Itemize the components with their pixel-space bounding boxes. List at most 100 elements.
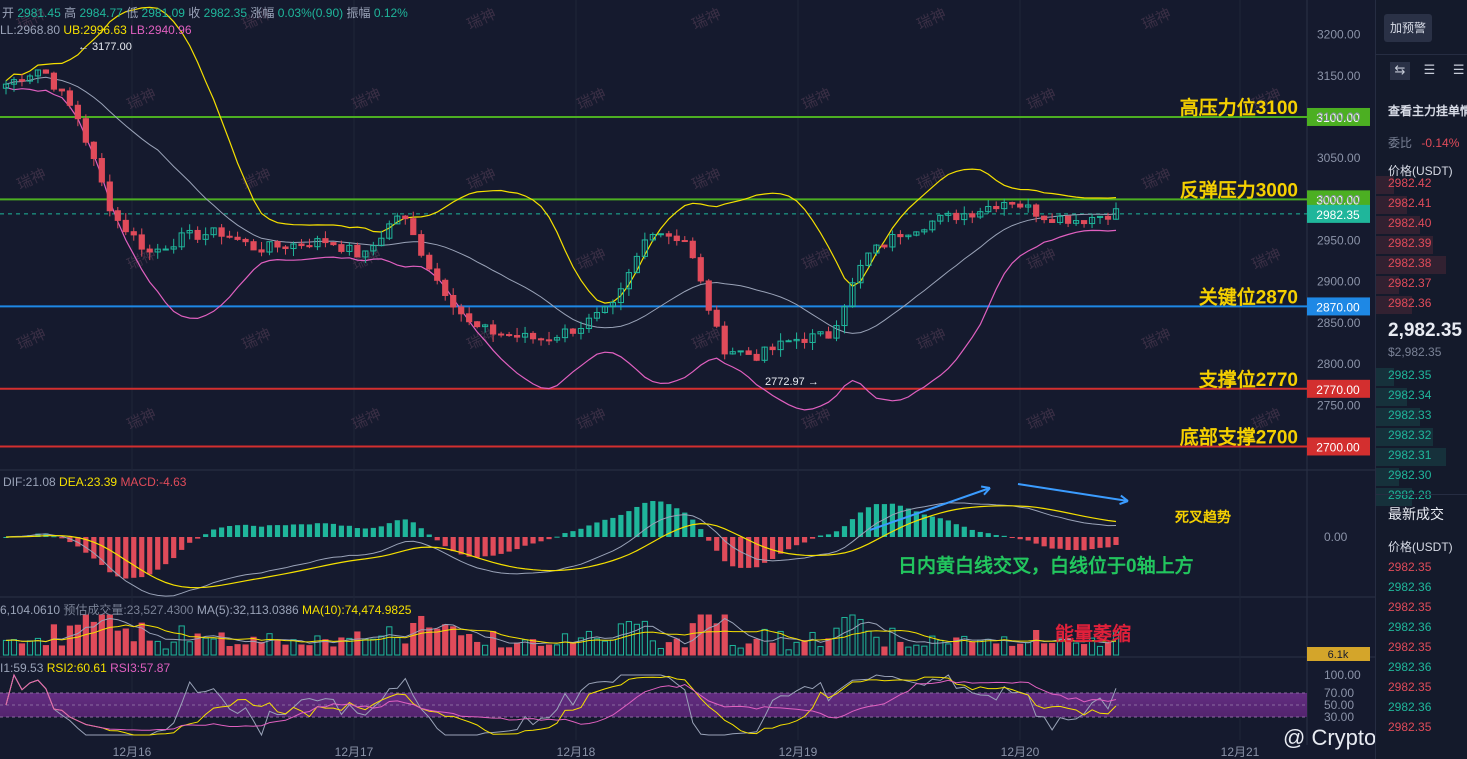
bid-price[interactable]: 2982.35 bbox=[1388, 368, 1432, 382]
bid-price[interactable]: 2982.30 bbox=[1388, 468, 1432, 482]
candle-body bbox=[793, 338, 800, 342]
candle-body bbox=[721, 325, 728, 355]
high-label: 高 bbox=[64, 6, 77, 20]
volume-bar bbox=[681, 647, 688, 656]
candle-body bbox=[921, 229, 928, 233]
volume-bar bbox=[178, 625, 185, 656]
level-price-tag bbox=[1307, 297, 1370, 316]
volume-bar bbox=[545, 644, 553, 656]
bid-price[interactable]: 2982.28 bbox=[1388, 488, 1432, 502]
volume-bar bbox=[298, 644, 305, 656]
volume-bar bbox=[1112, 631, 1120, 656]
macd-dea-line bbox=[5, 505, 1117, 589]
ask-price[interactable]: 2982.41 bbox=[1388, 196, 1432, 210]
trades-tab[interactable]: 最新成交 bbox=[1388, 506, 1444, 522]
candle-body bbox=[937, 214, 944, 222]
candle-body bbox=[905, 234, 912, 238]
macd-bar bbox=[666, 504, 672, 537]
asks-only-icon[interactable]: ☰ bbox=[1452, 62, 1465, 77]
candle-body bbox=[66, 90, 73, 106]
volume-bar bbox=[873, 636, 880, 656]
candle-body bbox=[985, 206, 992, 213]
macd-bar bbox=[306, 524, 313, 537]
candle-body bbox=[729, 351, 736, 355]
volume-bar bbox=[689, 623, 696, 656]
volume-bar bbox=[553, 644, 561, 656]
candle-body bbox=[1025, 204, 1032, 208]
watermark-text: 瑞神 bbox=[915, 6, 949, 34]
level-price-tag bbox=[1307, 190, 1370, 209]
candle-body bbox=[138, 234, 145, 250]
macd-bar bbox=[985, 533, 991, 537]
watermark-text: 瑞神 bbox=[690, 6, 724, 34]
volume-bar bbox=[921, 645, 928, 656]
ask-price[interactable]: 2982.42 bbox=[1388, 176, 1432, 190]
candle-body bbox=[162, 248, 169, 251]
level-name: 支撑位2770 bbox=[1198, 368, 1298, 391]
watermark-text: 瑞神 bbox=[350, 86, 384, 114]
macd-bar bbox=[977, 531, 983, 537]
volume-bar bbox=[793, 641, 800, 656]
ask-price[interactable]: 2982.39 bbox=[1388, 236, 1432, 250]
trade-price: 2982.36 bbox=[1388, 660, 1432, 674]
boll-lb: LB:2940.96 bbox=[130, 23, 192, 37]
volume-bar bbox=[442, 624, 449, 656]
candle-body bbox=[466, 313, 473, 323]
macd-bar bbox=[474, 537, 480, 558]
candle-body bbox=[1001, 202, 1008, 210]
bid-price[interactable]: 2982.33 bbox=[1388, 408, 1432, 422]
depth-link[interactable]: 查看主力挂单情 bbox=[1388, 104, 1467, 118]
macd-bar bbox=[921, 514, 927, 537]
volume-bar bbox=[1025, 642, 1032, 656]
candle-body bbox=[130, 231, 137, 236]
volume-bar bbox=[474, 641, 481, 656]
volume-bar bbox=[250, 636, 257, 656]
candle-body bbox=[809, 333, 816, 343]
high-marker: ← 3177.00 bbox=[78, 41, 132, 53]
macd-bar bbox=[650, 501, 656, 537]
macd-bar bbox=[266, 525, 273, 537]
macd-bar bbox=[75, 537, 81, 547]
ask-price[interactable]: 2982.40 bbox=[1388, 216, 1432, 230]
bids-only-icon[interactable]: ☰ bbox=[1423, 62, 1436, 77]
volume-bar bbox=[785, 649, 792, 656]
both-sides-icon[interactable]: ⇆ bbox=[1390, 62, 1410, 80]
volume-bar bbox=[138, 622, 145, 656]
candle-body bbox=[1104, 215, 1112, 220]
candle-body bbox=[705, 280, 712, 311]
candle-body bbox=[961, 213, 968, 221]
add-alert-button[interactable]: 加预警 bbox=[1384, 14, 1432, 42]
ask-price[interactable]: 2982.36 bbox=[1388, 296, 1432, 310]
volume-bar bbox=[18, 643, 26, 656]
ask-price[interactable]: 2982.37 bbox=[1388, 276, 1432, 290]
candle-body bbox=[849, 282, 856, 308]
candle-body bbox=[537, 338, 545, 341]
candle-body bbox=[1057, 215, 1064, 223]
open-value: 2981.45 bbox=[17, 6, 61, 20]
rsi-axis-label: 100.00 bbox=[1324, 668, 1361, 682]
bid-price[interactable]: 2982.31 bbox=[1388, 448, 1432, 462]
watermark-text: 瑞神 bbox=[915, 166, 949, 194]
volume-bar bbox=[482, 644, 489, 656]
price-tick-label: 2750.00 bbox=[1317, 398, 1361, 412]
bid-price[interactable]: 2982.34 bbox=[1388, 388, 1432, 402]
candle-body bbox=[250, 241, 257, 251]
volume-bar bbox=[585, 630, 593, 656]
macd-bar bbox=[881, 504, 888, 537]
candle-body bbox=[881, 244, 888, 248]
depth-bar bbox=[1376, 276, 1399, 294]
date-tick-label: 12月19 bbox=[779, 745, 818, 759]
candle-body bbox=[553, 337, 561, 341]
candle-body bbox=[513, 335, 521, 338]
watermark-text: 瑞神 bbox=[15, 166, 49, 194]
candle-body bbox=[625, 272, 632, 290]
candle-body bbox=[833, 325, 840, 339]
bid-price[interactable]: 2982.32 bbox=[1388, 428, 1432, 442]
amp-value: 0.12% bbox=[373, 6, 408, 20]
watermark-text: 瑞神 bbox=[1140, 6, 1174, 34]
watermark-text: 瑞神 bbox=[15, 326, 49, 354]
candle-body bbox=[386, 223, 393, 239]
ask-price[interactable]: 2982.38 bbox=[1388, 256, 1432, 270]
trade-price: 2982.35 bbox=[1388, 720, 1432, 734]
